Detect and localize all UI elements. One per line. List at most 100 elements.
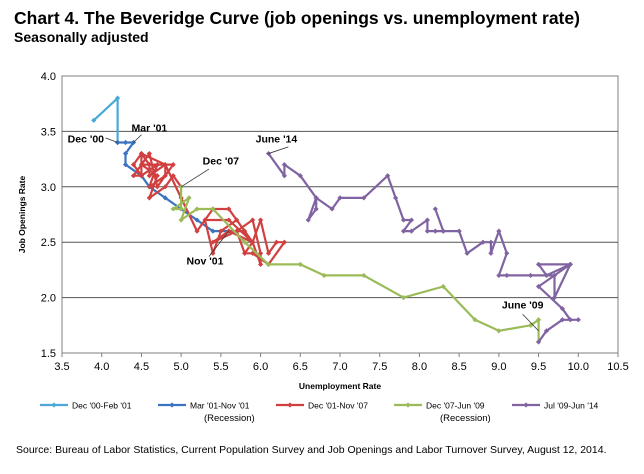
y-tick-label: 3.0 — [41, 182, 56, 194]
data-point — [130, 173, 137, 179]
data-point — [250, 217, 256, 223]
data-point — [567, 317, 573, 323]
data-point — [496, 272, 502, 279]
data-point — [210, 239, 216, 245]
legend-entry-sub-3: (Recession) — [440, 413, 491, 424]
x-tick-label: 10.0 — [568, 361, 589, 373]
y-axis-title: Job Openings Rate — [17, 176, 27, 254]
data-point — [146, 162, 152, 168]
series-line-4 — [267, 152, 580, 343]
data-point — [257, 217, 264, 223]
data-point — [432, 206, 438, 212]
legend-marker-1 — [169, 402, 175, 408]
data-point — [122, 139, 129, 146]
annotation-label: June '14 — [256, 133, 298, 145]
data-point — [210, 228, 216, 234]
legend-entry-1: Mar '01-Nov '01 — [190, 401, 250, 411]
data-point — [122, 162, 129, 168]
data-point — [472, 317, 478, 323]
data-point — [226, 206, 232, 212]
data-point — [424, 228, 430, 234]
data-point — [488, 239, 494, 245]
data-point — [242, 239, 248, 245]
legend-marker-2 — [287, 402, 293, 408]
data-point — [432, 228, 438, 234]
data-point — [496, 328, 502, 334]
chart-title: Chart 4. The Beveridge Curve (job openin… — [14, 8, 580, 28]
data-point — [543, 272, 550, 279]
data-point — [543, 328, 550, 334]
data-point — [138, 173, 145, 179]
data-point — [496, 228, 502, 234]
x-tick-label: 6.5 — [293, 361, 308, 373]
data-point — [488, 250, 494, 256]
legend-entry-sub-1: (Recession) — [204, 413, 255, 424]
plot-area — [61, 75, 619, 354]
data-point — [504, 272, 510, 279]
annotation-leader — [522, 313, 539, 332]
data-point — [154, 184, 160, 190]
data-point — [408, 228, 415, 234]
data-point — [424, 217, 430, 223]
chart-subtitle: Seasonally adjusted — [14, 29, 149, 45]
data-point — [194, 228, 200, 234]
data-point — [178, 206, 184, 212]
data-point — [400, 295, 407, 301]
data-point — [186, 195, 192, 201]
annotation-leader — [105, 137, 118, 143]
annotation-leader — [180, 168, 210, 188]
data-point — [575, 317, 581, 323]
data-point — [257, 261, 264, 267]
data-point — [551, 272, 558, 279]
annotation-leader — [268, 146, 289, 154]
x-tick-label: 8.5 — [451, 361, 466, 373]
data-point — [122, 150, 129, 157]
data-point — [456, 228, 462, 234]
data-point — [535, 317, 542, 323]
data-point — [154, 162, 160, 168]
data-point — [178, 217, 184, 223]
data-point — [440, 228, 446, 234]
y-tick-label: 3.5 — [41, 126, 56, 138]
data-point — [393, 195, 399, 201]
y-tick-label: 1.5 — [41, 348, 56, 360]
data-point — [567, 261, 573, 267]
data-point — [321, 272, 327, 279]
data-point — [535, 339, 542, 345]
annotation-label: Nov '01 — [187, 255, 224, 267]
annotation-leader — [133, 134, 142, 143]
data-point — [226, 217, 232, 223]
legend-marker-4 — [523, 402, 529, 408]
data-point — [202, 217, 208, 223]
data-point — [257, 250, 264, 256]
data-point — [162, 184, 168, 190]
data-point — [146, 184, 152, 190]
x-axis-title: Unemployment Rate — [299, 381, 381, 391]
data-point — [408, 217, 415, 223]
data-point — [146, 173, 152, 179]
data-point — [329, 206, 335, 212]
data-point — [313, 206, 319, 212]
y-tick-label: 4.0 — [41, 71, 56, 83]
data-point — [210, 206, 216, 212]
x-tick-label: 8.0 — [412, 361, 427, 373]
data-point — [194, 217, 200, 223]
data-point — [138, 150, 145, 157]
x-tick-label: 9.0 — [491, 361, 506, 373]
x-tick-label: 7.5 — [372, 361, 387, 373]
data-point — [138, 162, 145, 168]
data-point — [297, 173, 303, 179]
data-point — [297, 261, 303, 267]
data-point — [281, 173, 287, 179]
data-point — [162, 173, 168, 179]
data-point — [535, 283, 542, 290]
x-tick-label: 5.5 — [213, 361, 228, 373]
data-point — [305, 217, 311, 223]
annotation-label: Mar '01 — [131, 122, 167, 134]
data-point — [162, 162, 168, 168]
data-point — [464, 250, 470, 256]
data-point — [210, 250, 216, 256]
data-point — [194, 206, 200, 212]
annotation-label: Dec '00 — [68, 133, 105, 145]
